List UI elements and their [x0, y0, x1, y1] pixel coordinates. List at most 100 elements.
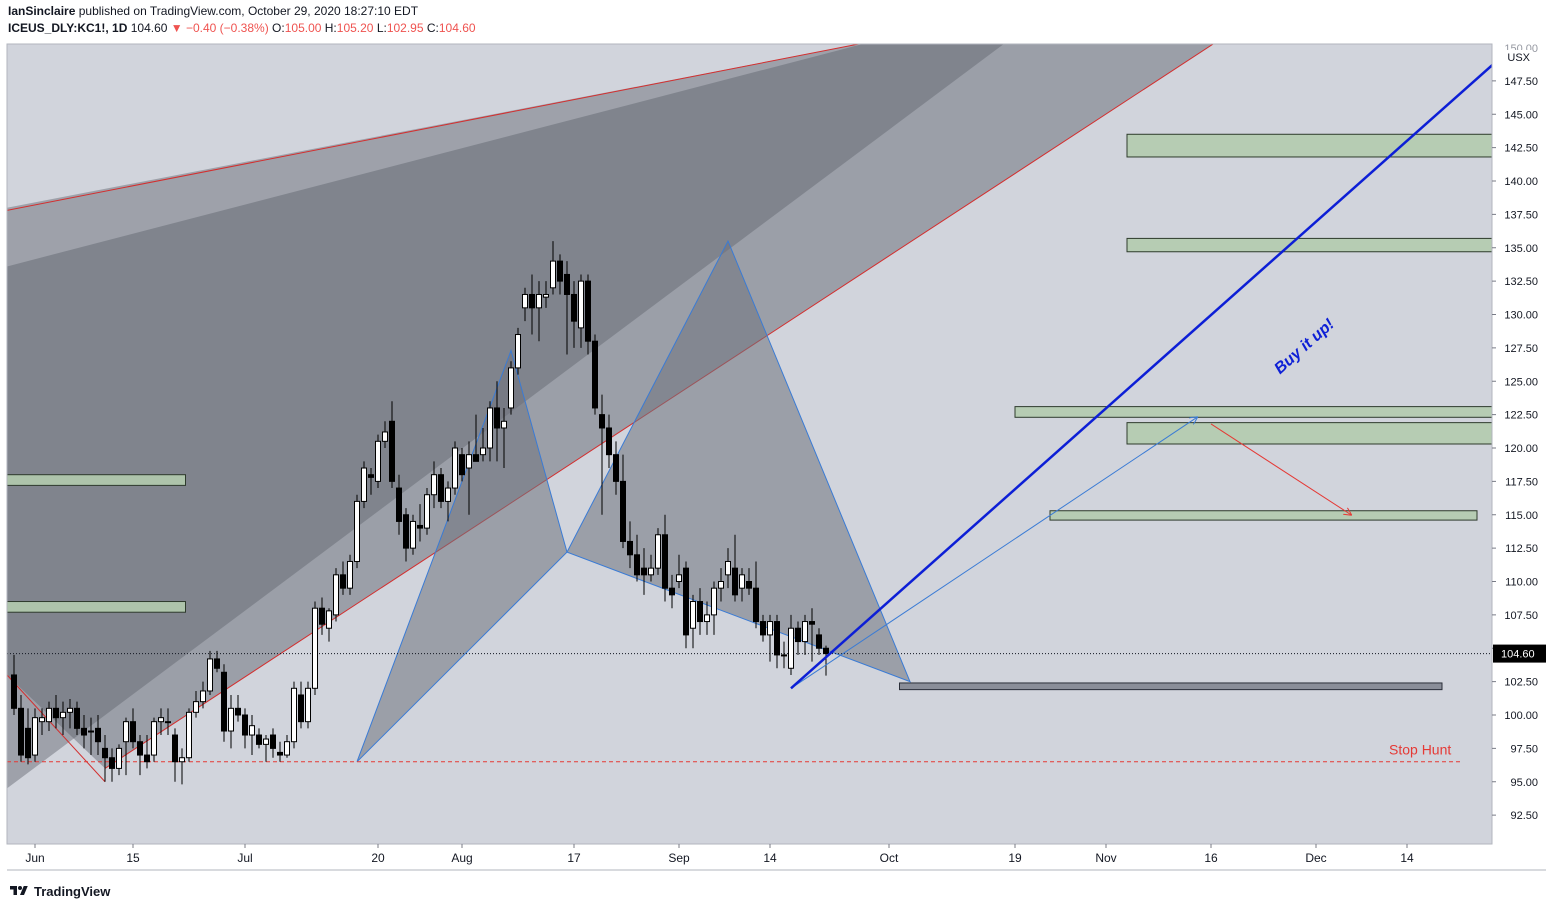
- candle: [494, 381, 500, 462]
- candle-body-down: [557, 260, 563, 282]
- candle: [242, 708, 248, 749]
- candle-body-down: [529, 293, 535, 309]
- candle: [81, 715, 87, 749]
- candle-body-up: [347, 560, 353, 589]
- candle-body-down: [823, 647, 829, 655]
- tradingview-brand: TradingView: [34, 883, 111, 899]
- candle-body-down: [172, 734, 178, 763]
- candle-body-down: [256, 734, 262, 745]
- candle-body-down: [25, 727, 31, 759]
- candle-body-down: [627, 540, 633, 556]
- candle: [249, 715, 255, 756]
- candle-body-up: [690, 601, 696, 629]
- projection-arrow-up: [790, 417, 1197, 689]
- candle: [144, 735, 150, 769]
- candle: [298, 681, 304, 729]
- candle-body-up: [354, 500, 360, 562]
- candle: [683, 561, 689, 649]
- candle: [389, 401, 395, 489]
- low-label: L:: [376, 21, 387, 35]
- candle: [151, 717, 157, 762]
- candle: [214, 650, 220, 673]
- candle-body-down: [732, 567, 738, 596]
- candle-body-down: [11, 674, 17, 709]
- candle: [347, 554, 353, 595]
- candle-body-down: [277, 751, 283, 756]
- candle-body-up: [802, 621, 808, 643]
- candle-body-up: [550, 260, 556, 289]
- author-name[interactable]: IanSinclaire: [8, 4, 76, 18]
- x-tick-label: 19: [1008, 851, 1022, 865]
- last-price-tag-label: 104.60: [1501, 649, 1535, 661]
- candle: [592, 334, 598, 415]
- candle-body-down: [620, 480, 626, 542]
- y-tick-label: 145.00: [1504, 109, 1538, 121]
- tradingview-footer[interactable]: TradingView: [8, 881, 110, 901]
- support-zone-102: [899, 682, 1443, 691]
- candle: [809, 608, 815, 662]
- candle: [305, 681, 311, 729]
- candle-body-up: [515, 334, 521, 369]
- candle: [732, 534, 738, 602]
- candle-body-up: [39, 717, 45, 723]
- y-tick-label: 137.50: [1504, 209, 1538, 221]
- candle: [704, 601, 710, 635]
- candle: [501, 407, 507, 469]
- candle: [508, 361, 514, 415]
- candle-body-down: [319, 607, 325, 625]
- candle-body-up: [501, 420, 507, 429]
- candle-body-up: [424, 494, 430, 529]
- candle: [676, 554, 682, 589]
- x-tick-label: 20: [371, 851, 385, 865]
- symbol-label[interactable]: ICEUS_DLY:KC1!, 1D: [8, 21, 128, 35]
- candle: [529, 274, 535, 335]
- candle: [67, 698, 73, 729]
- candle-body-up: [445, 487, 451, 502]
- candle-body-up: [648, 567, 654, 576]
- candle: [718, 568, 724, 602]
- candle: [473, 414, 479, 462]
- candle-body-down: [774, 621, 780, 656]
- candle: [823, 645, 829, 676]
- candle-body-down: [564, 273, 570, 295]
- y-tick-label: 120.00: [1504, 443, 1538, 455]
- ohlc-legend: ICEUS_DLY:KC1!, 1D 104.60 ▼ −0.40 (−0.38…: [8, 21, 476, 35]
- candle: [39, 708, 45, 736]
- left-zone-108: [7, 601, 186, 613]
- candle-body-down: [270, 734, 276, 749]
- candle-body-up: [291, 687, 297, 743]
- candle-body-up: [284, 741, 290, 756]
- candle: [557, 254, 563, 295]
- candle: [459, 448, 465, 482]
- candle: [417, 504, 423, 542]
- candle: [116, 744, 122, 776]
- candle-body-down: [599, 414, 605, 429]
- y-tick-label: 97.50: [1510, 743, 1538, 755]
- stop-hunt-label: Stop Hunt: [1389, 742, 1451, 758]
- candle-body-up: [452, 447, 458, 489]
- candle-body-down: [242, 714, 248, 736]
- candle: [585, 274, 591, 355]
- candle-body-down: [130, 721, 136, 743]
- candle: [606, 414, 612, 469]
- candle: [753, 561, 759, 629]
- candle-body-down: [144, 754, 150, 763]
- candle-body-down: [340, 574, 346, 589]
- candle: [333, 568, 339, 622]
- candle-body-down: [662, 534, 668, 589]
- candle: [613, 441, 619, 495]
- candle-body-up: [60, 711, 66, 719]
- candle: [186, 708, 192, 762]
- candle-body-down: [809, 621, 815, 625]
- candle: [53, 694, 59, 729]
- candle-body-down: [109, 757, 115, 769]
- candle-body-up: [767, 621, 773, 636]
- candle: [312, 601, 318, 695]
- y-tick-label: 95.00: [1510, 777, 1538, 789]
- candle-body-up: [676, 574, 682, 583]
- candle: [466, 441, 472, 515]
- y-tick-label: 147.50: [1504, 76, 1538, 88]
- y-tick-label: 117.50: [1505, 476, 1538, 488]
- candle: [382, 421, 388, 448]
